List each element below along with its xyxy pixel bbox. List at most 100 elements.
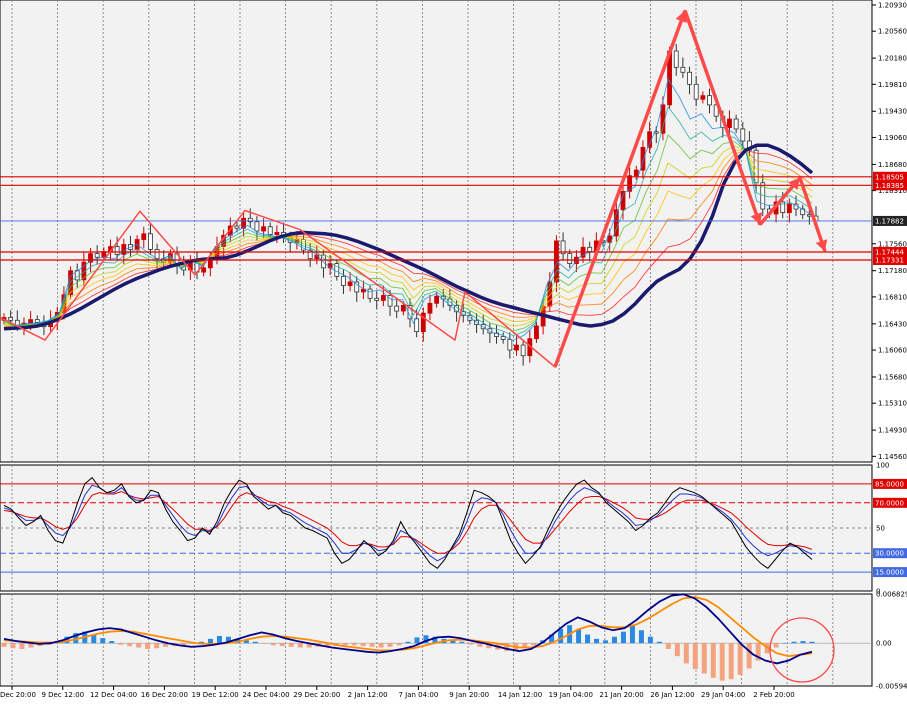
macd-histogram-bar	[719, 643, 725, 681]
macd-histogram-bar	[297, 643, 303, 648]
x-tick-label: 19 Dec 12:00	[192, 691, 239, 699]
trend-arrow-line	[683, 10, 762, 226]
macd-histogram-bar	[199, 641, 205, 644]
macd-histogram-bar	[683, 643, 689, 664]
candle-body	[514, 344, 519, 351]
candle-body	[414, 318, 420, 333]
stochastic-tick-label: 15.0000	[875, 569, 904, 577]
macd-histogram-bar	[279, 643, 285, 647]
candle-body	[587, 246, 593, 252]
y-tick-label: 1.17560	[878, 240, 907, 248]
macd-main-line	[3, 593, 813, 665]
macd-histogram-bar	[504, 643, 510, 652]
ribbon-ma-line	[3, 149, 813, 328]
macd-tick-label: -0.005941	[876, 683, 907, 691]
y-tick-label: 1.16060	[878, 347, 907, 355]
ribbon-ma-line	[3, 134, 813, 332]
candle-body	[687, 71, 692, 85]
macd-histogram-bar	[611, 636, 617, 644]
macd-histogram-bar	[755, 643, 761, 661]
ribbon-ma-line	[3, 149, 813, 329]
macd-histogram-bar	[10, 643, 16, 649]
candle-body	[740, 128, 746, 142]
x-tick-label: 29 Jan 04:00	[701, 691, 745, 699]
macd-histogram-bar	[710, 643, 716, 678]
macd-histogram-bar	[351, 643, 357, 646]
macd-histogram-bar	[19, 643, 25, 649]
y-tick-label: 1.20180	[878, 55, 907, 63]
macd-histogram-bar	[674, 643, 680, 657]
candle-body	[354, 281, 360, 293]
macd-histogram-bar	[405, 641, 411, 644]
price-level-badge	[873, 246, 907, 257]
macd-histogram-bar	[288, 643, 294, 647]
candle-body	[534, 325, 539, 340]
candle-body	[494, 332, 499, 337]
macd-histogram-bar	[629, 625, 635, 644]
candle-body	[241, 217, 247, 229]
candle-body	[633, 169, 639, 177]
macd-histogram-bar	[306, 643, 312, 648]
macd-histogram-bar	[396, 643, 402, 646]
candle-body	[780, 201, 786, 213]
macd-histogram-bar	[118, 643, 124, 645]
stochastic-main-line	[3, 476, 813, 569]
macd-histogram-bar	[791, 641, 797, 644]
macd-histogram-bar	[100, 638, 106, 644]
macd-histogram-bar	[28, 643, 34, 648]
macd-histogram-bar	[782, 643, 788, 644]
x-tick-label: 14 Jan 12:00	[498, 691, 542, 699]
macd-histogram-bar	[378, 643, 384, 648]
macd-histogram-bar	[1, 643, 7, 647]
candle-body	[394, 305, 400, 312]
macd-histogram-bar	[216, 635, 222, 644]
candle-body	[520, 344, 526, 357]
y-tick-label: 1.16430	[878, 320, 907, 328]
price-level-label: 1.17444	[875, 248, 904, 256]
macd-histogram-bar	[387, 643, 393, 647]
macd-histogram-bar	[701, 643, 707, 674]
x-tick-label: 2 Feb 20:00	[753, 691, 794, 699]
y-tick-label: 1.19430	[878, 108, 907, 116]
stochastic-red-line	[3, 490, 813, 554]
macd-histogram-bar	[620, 631, 626, 644]
candle-body	[347, 281, 353, 286]
macd-histogram-bar	[432, 636, 438, 644]
trend-arrow-line	[553, 10, 687, 368]
y-tick-label: 1.16810	[878, 293, 907, 301]
candle-body	[267, 226, 273, 235]
candle-body	[254, 221, 260, 232]
macd-histogram-bar	[127, 643, 133, 647]
x-tick-label: 9 Dec 12:00	[41, 691, 84, 699]
candle-body	[114, 246, 120, 255]
candle-body	[88, 253, 93, 263]
macd-histogram-bar	[638, 630, 644, 644]
macd-histogram-bar	[324, 643, 330, 647]
candle-body	[247, 217, 253, 223]
macd-histogram-bar	[181, 643, 187, 646]
candle-body	[693, 83, 699, 100]
x-tick-label: 21 Jan 20:00	[599, 691, 643, 699]
macd-histogram-bar	[522, 643, 528, 648]
macd-histogram-bar	[163, 643, 169, 647]
y-tick-label: 1.19060	[878, 134, 907, 142]
candle-body	[148, 233, 153, 250]
y-tick-label: 1.18680	[878, 161, 907, 169]
candle-body	[434, 295, 440, 304]
highlight-circle	[769, 617, 835, 683]
stochastic-tick-label: 30.0000	[875, 550, 904, 558]
trend-arrow-line	[798, 177, 827, 253]
candle-body	[680, 66, 686, 73]
trend-arrow-head	[788, 177, 800, 191]
panel-frame-1	[0, 0, 873, 463]
slow-moving-average	[3, 143, 814, 331]
candle-body	[28, 319, 34, 324]
trend-arrow-head	[750, 212, 763, 225]
stochastic-level-badge	[873, 497, 907, 508]
macd-histogram-bar	[423, 635, 429, 644]
candle-body	[627, 175, 633, 192]
macd-histogram-bar	[270, 643, 276, 646]
candle-body	[387, 295, 393, 307]
y-tick-label: 1.18310	[878, 187, 907, 195]
